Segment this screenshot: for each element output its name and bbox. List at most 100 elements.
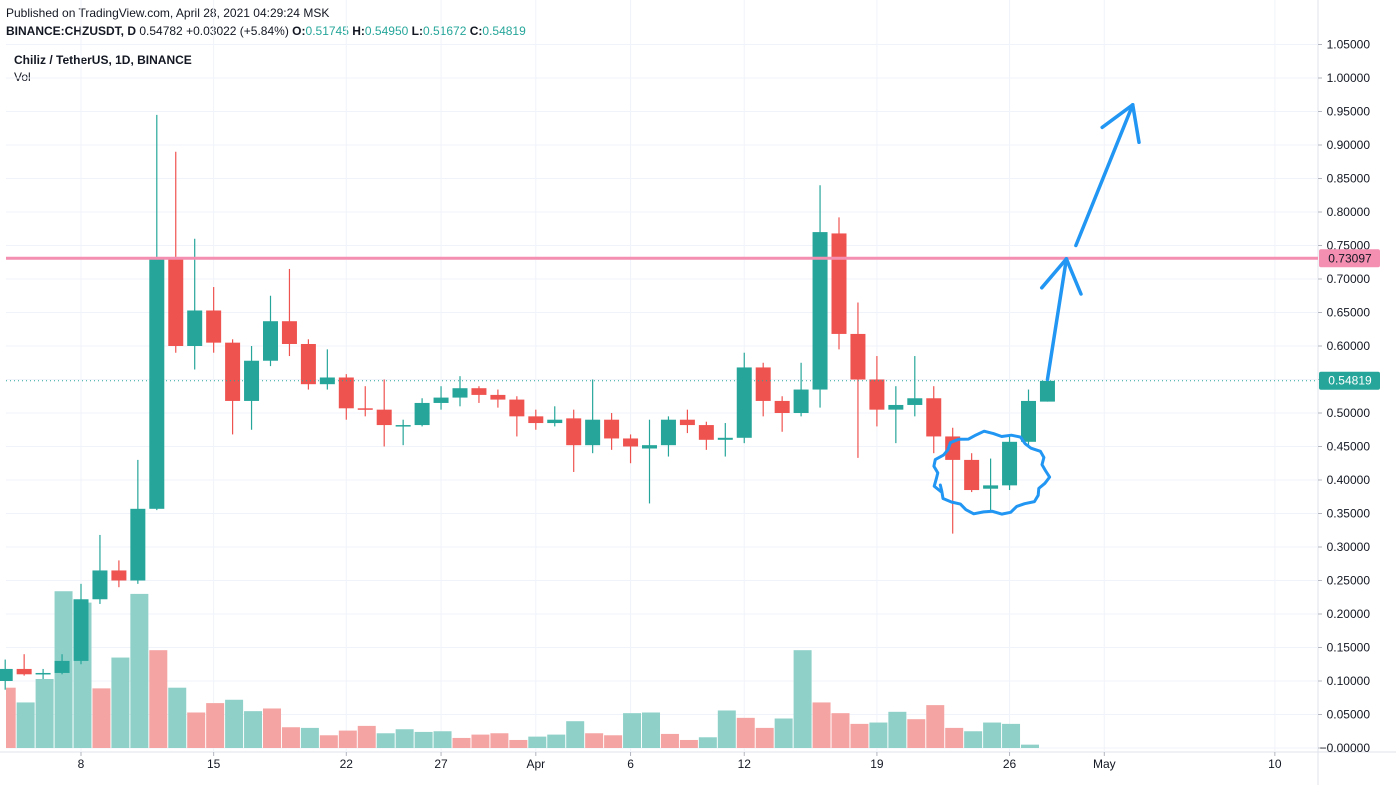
- candle-body: [566, 418, 582, 446]
- candle-body: [471, 388, 487, 395]
- volume-bar: [698, 737, 717, 748]
- candle-body: [92, 570, 108, 600]
- open-label: O:: [292, 24, 306, 38]
- volume-bar: [850, 723, 869, 748]
- candle: [642, 419, 657, 504]
- volume-bar: [357, 725, 376, 748]
- candle: [566, 409, 582, 472]
- candle-body: [888, 404, 904, 410]
- candle-body: [376, 409, 392, 426]
- last-price-value: 0.54782: [139, 24, 183, 38]
- arrow-to-resistance: [1045, 257, 1069, 382]
- candle-body: [111, 570, 127, 581]
- candle: [717, 423, 733, 457]
- candle: [376, 379, 392, 447]
- candle-body: [964, 459, 980, 491]
- candle-body: [509, 399, 525, 417]
- candle: [945, 427, 961, 534]
- candle: [206, 287, 222, 353]
- candle: [130, 459, 146, 584]
- volume-bar: [490, 733, 509, 748]
- y-tick-label: 0.30000: [1327, 540, 1371, 554]
- candle: [509, 396, 525, 437]
- candle-body: [433, 397, 449, 403]
- volume-bar: [225, 699, 244, 748]
- resistance-price-label: 0.73097: [1328, 251, 1372, 265]
- y-tick-label: −0.00000: [1320, 741, 1371, 755]
- candle-body: [755, 367, 771, 401]
- time-axis[interactable]: 8 15 22 27 Apr 6 12 19 26 May 10: [78, 752, 1282, 771]
- volume-bar: [452, 737, 471, 748]
- y-tick-label: 0.35000: [1327, 507, 1371, 521]
- volume-bar: [642, 712, 660, 748]
- candle: [168, 151, 184, 353]
- x-tick-label: 19: [870, 757, 884, 771]
- candle: [660, 416, 676, 457]
- low-value: 0.51672: [422, 24, 467, 38]
- candle-body: [604, 419, 620, 439]
- candle-body: [263, 321, 278, 361]
- y-tick-label: 0.75000: [1327, 239, 1371, 253]
- candle-body: [35, 672, 51, 675]
- volume-bar: [736, 717, 755, 748]
- volume-bar: [926, 705, 945, 748]
- candle: [679, 409, 695, 434]
- candle-body: [547, 419, 563, 424]
- volume-bars: [6, 591, 1039, 748]
- candle-body: [983, 485, 999, 489]
- volume-bar: [1021, 744, 1039, 748]
- candle: [149, 114, 165, 511]
- volume-bar: [869, 722, 888, 748]
- candle: [357, 386, 373, 417]
- candle: [585, 379, 601, 454]
- candle-body: [281, 321, 297, 344]
- circle-annotation: [932, 429, 1052, 516]
- y-tick-label: 0.40000: [1327, 473, 1371, 487]
- y-tick-label: 0.50000: [1327, 406, 1371, 420]
- candle-body: [793, 389, 809, 413]
- candle-body: [130, 508, 146, 581]
- symbol-label[interactable]: BINANCE:CHZUSDT, D: [6, 24, 136, 38]
- volume-bar: [774, 718, 793, 748]
- x-tick-label: 8: [78, 757, 85, 771]
- y-tick-label: 0.60000: [1327, 339, 1371, 353]
- volume-bar: [130, 593, 149, 748]
- volume-bar: [471, 734, 490, 748]
- volume-bar: [907, 719, 926, 748]
- candle-body: [585, 419, 601, 446]
- volume-bar: [509, 739, 528, 748]
- y-tick-label: 0.80000: [1327, 205, 1371, 219]
- candle-body: [1002, 441, 1018, 486]
- volume-bar: [717, 710, 736, 748]
- volume-bar: [983, 722, 1002, 748]
- candle: [244, 346, 260, 430]
- candle-body: [528, 416, 544, 424]
- candle: [16, 654, 32, 676]
- candle: [319, 349, 335, 390]
- last-price-label: 0.54819: [1328, 374, 1372, 388]
- volume-bar: [566, 721, 585, 748]
- candle: [1039, 379, 1055, 402]
- candle: [1002, 434, 1018, 491]
- volume-bar: [149, 650, 168, 748]
- low-label: L:: [411, 24, 423, 38]
- price-axis[interactable]: −0.00000 0.05000 0.10000 0.15000 0.20000 0.25…: [1318, 38, 1380, 756]
- volume-bar: [338, 730, 357, 748]
- volume-bar: [679, 739, 698, 748]
- candle-body: [300, 343, 316, 385]
- y-tick-label: 0.90000: [1327, 138, 1371, 152]
- candle: [888, 386, 904, 444]
- volume-bar: [319, 735, 338, 748]
- volume-bar: [376, 733, 395, 748]
- volume-label[interactable]: Vol: [14, 70, 31, 84]
- series-title[interactable]: Chiliz / TetherUS, 1D, BINANCE: [14, 53, 192, 67]
- ohlc-line: BINANCE:CHZUSDT, D 0.54782 +0.03022 (+5.…: [6, 22, 526, 40]
- chart-header: Published on TradingView.com, April 28, …: [6, 4, 526, 40]
- x-tick-label: 27: [434, 757, 448, 771]
- close-label: C:: [469, 24, 483, 38]
- candle: [850, 302, 866, 458]
- volume-bar: [281, 727, 300, 748]
- candle-body: [812, 232, 828, 390]
- candle-body: [698, 425, 714, 440]
